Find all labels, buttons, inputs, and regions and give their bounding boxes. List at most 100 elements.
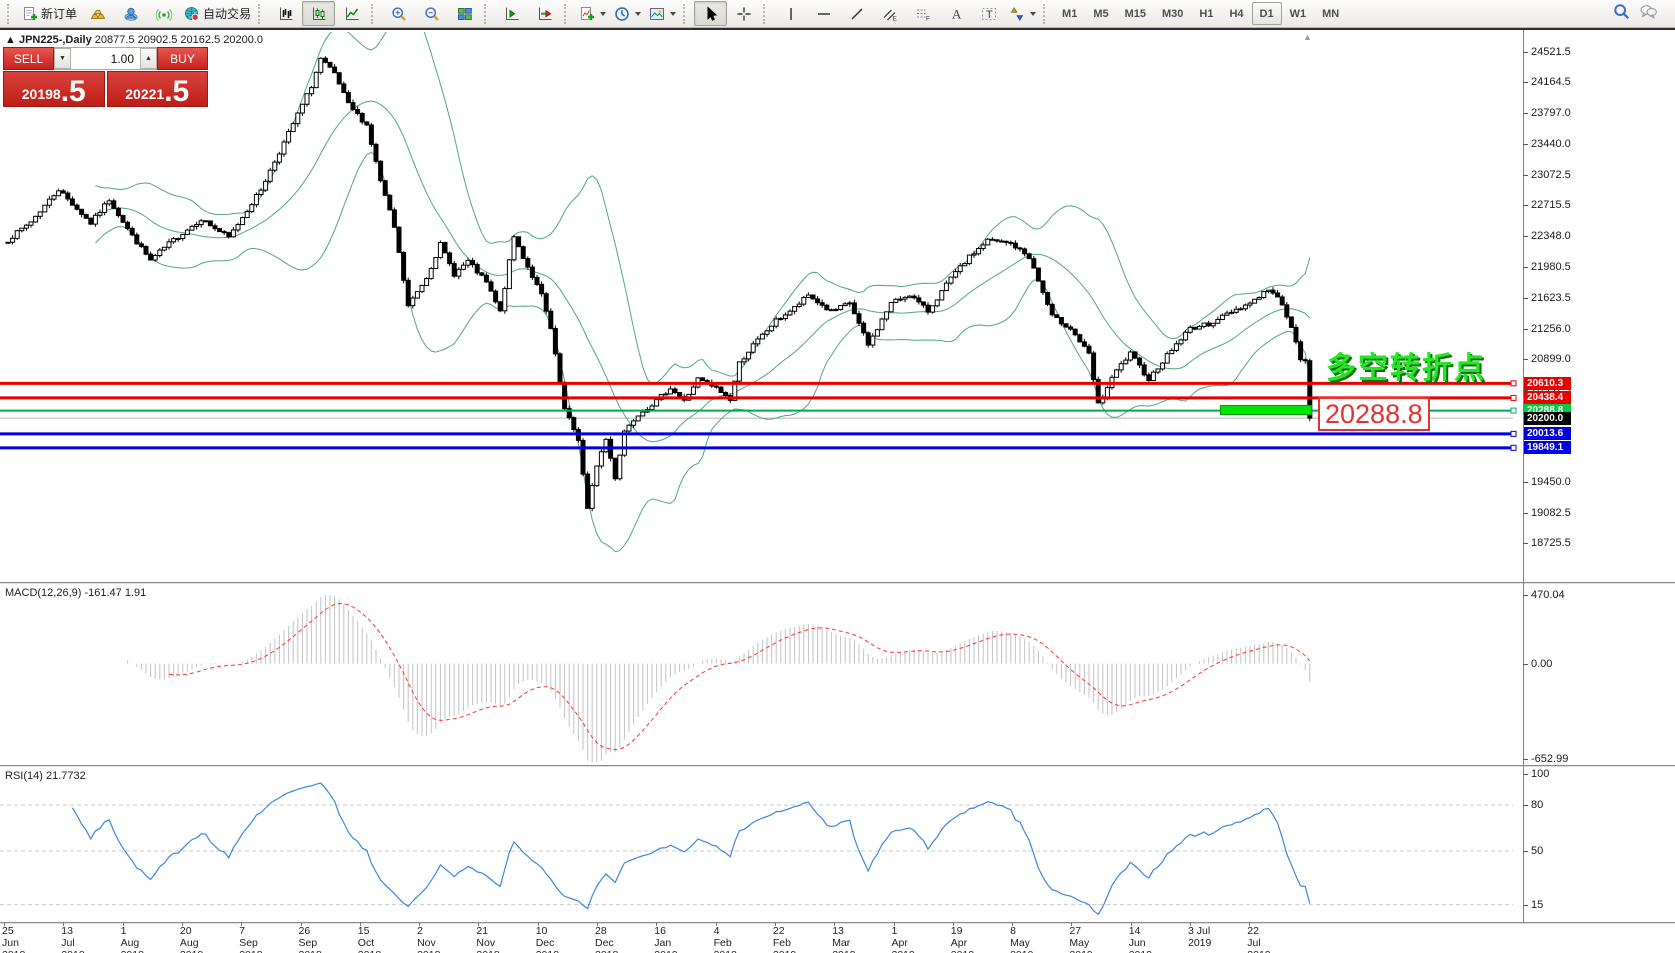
sell-price-frac: .5 bbox=[60, 74, 86, 108]
time-tick-label: 3 Jul 2019 bbox=[1188, 925, 1212, 949]
time-tick-label: 1 Aug 2018 bbox=[120, 925, 144, 953]
search-icon[interactable] bbox=[1613, 3, 1630, 25]
timeframe-d1-button[interactable]: D1 bbox=[1251, 2, 1282, 25]
price-tick-mark bbox=[1523, 204, 1528, 206]
arrows-dropdown-caret[interactable] bbox=[1030, 11, 1037, 16]
timeframe-m15-button[interactable]: M15 bbox=[1124, 7, 1146, 20]
autotrade-button[interactable]: 自动交易 bbox=[180, 1, 255, 26]
svg-text:A: A bbox=[952, 6, 962, 21]
toolbar-grip[interactable] bbox=[683, 3, 691, 24]
periods-button[interactable] bbox=[610, 1, 645, 26]
cursor-button[interactable] bbox=[694, 1, 728, 26]
signals-button[interactable] bbox=[147, 1, 180, 26]
timeframe-h4-button[interactable]: H4 bbox=[1229, 7, 1244, 20]
chart-bars-button[interactable] bbox=[269, 1, 302, 26]
chart-candles-button[interactable] bbox=[302, 1, 336, 26]
zoom-in-button[interactable] bbox=[382, 1, 415, 26]
time-tick-label: 19 Apr 2019 bbox=[950, 925, 974, 953]
periods-icon bbox=[614, 6, 630, 22]
buy-price-quote[interactable]: 20221 .5 bbox=[106, 71, 208, 107]
zoom-out-button[interactable] bbox=[415, 1, 448, 26]
level-highlight-rectangle[interactable] bbox=[1220, 405, 1312, 415]
auto-scroll-button[interactable] bbox=[528, 1, 561, 26]
toolbar-grip[interactable] bbox=[484, 3, 492, 24]
level-price-label[interactable]: 20288.8 bbox=[1318, 397, 1430, 431]
volume-input[interactable]: 1.00 bbox=[110, 51, 134, 66]
arrows-button[interactable] bbox=[1005, 1, 1040, 26]
rsi-tick-mark bbox=[1523, 774, 1528, 776]
arrows-icon bbox=[1009, 6, 1025, 22]
indicator-add-button[interactable] bbox=[575, 1, 610, 26]
toolbar-grip[interactable] bbox=[763, 3, 771, 24]
hline-button[interactable] bbox=[807, 1, 840, 26]
tiles-button[interactable] bbox=[448, 1, 481, 26]
template-icon bbox=[649, 6, 665, 22]
level-price-axis-label: 20438.4 bbox=[1524, 391, 1571, 405]
time-tick-mark bbox=[715, 922, 717, 926]
toolbar-grip[interactable] bbox=[371, 3, 379, 24]
level-price-axis-label: 20610.3 bbox=[1524, 376, 1571, 390]
time-tick-mark bbox=[4, 922, 5, 926]
svg-text:E: E bbox=[892, 15, 897, 22]
new-order-label: 新订单 bbox=[41, 7, 78, 21]
macd-panel-divider[interactable] bbox=[0, 582, 1675, 584]
price-tick-mark bbox=[1523, 82, 1528, 84]
template-dropdown-caret[interactable] bbox=[670, 11, 677, 16]
svg-text:F: F bbox=[926, 15, 930, 22]
time-tick-label: 8 May 2019 bbox=[1010, 925, 1033, 953]
price-tick-label: 24164.5 bbox=[1531, 76, 1571, 89]
label-button[interactable]: T bbox=[972, 1, 1005, 26]
main-chart-canvas[interactable] bbox=[0, 32, 1523, 582]
sell-button[interactable]: SELL bbox=[3, 47, 54, 70]
channel-button[interactable]: E bbox=[873, 1, 906, 26]
rsi-panel-divider[interactable] bbox=[0, 765, 1675, 767]
toolbar-grip[interactable] bbox=[7, 3, 15, 24]
chart-symbol-header: ▲ JPN225-,Daily 20877.5 20902.5 20162.5 … bbox=[5, 34, 263, 46]
volume-decrease-button[interactable]: ▼ bbox=[54, 48, 71, 69]
fibo-button[interactable]: F bbox=[906, 1, 939, 26]
volume-increase-button[interactable]: ▲ bbox=[140, 48, 157, 69]
macd-indicator-canvas[interactable] bbox=[0, 584, 1523, 765]
one-click-trade-panel: SELL ▼ 1.00 ▲ BUY 20198 .5 20221 .5 bbox=[3, 47, 208, 107]
chart-shift-button[interactable] bbox=[495, 1, 528, 26]
periods-dropdown-caret[interactable] bbox=[635, 11, 642, 16]
symbol-ohlc: 20877.5 20902.5 20162.5 20200.0 bbox=[94, 34, 263, 46]
buy-button[interactable]: BUY bbox=[157, 47, 208, 70]
rsi-indicator-canvas[interactable] bbox=[0, 767, 1523, 922]
toolbar-grip[interactable] bbox=[564, 3, 572, 24]
chart-line-button[interactable] bbox=[335, 1, 368, 26]
timeframe-m5-button[interactable]: M5 bbox=[1093, 7, 1109, 20]
time-tick-label: 4 Feb 2019 bbox=[713, 925, 737, 953]
new-order-icon bbox=[22, 6, 38, 22]
chat-icon[interactable] bbox=[1640, 3, 1657, 25]
chart-window[interactable]: ▲ JPN225-,Daily 20877.5 20902.5 20162.5 … bbox=[0, 28, 1675, 953]
vline-button[interactable] bbox=[774, 1, 807, 26]
rsi-tick-mark bbox=[1523, 904, 1528, 906]
timeframe-m1-button[interactable]: M1 bbox=[1062, 7, 1078, 20]
trendline-button[interactable] bbox=[840, 1, 873, 26]
toolbar-grip[interactable] bbox=[1043, 3, 1051, 24]
timeframe-w1-button[interactable]: W1 bbox=[1289, 7, 1307, 20]
timeframe-mn-button[interactable]: MN bbox=[1322, 7, 1340, 20]
crosshair-button[interactable] bbox=[727, 1, 760, 26]
turning-point-annotation[interactable]: 多空转折点 bbox=[1326, 352, 1486, 385]
time-tick-label: 15 Oct 2018 bbox=[357, 925, 381, 953]
gold-button[interactable] bbox=[81, 1, 114, 26]
timeframe-m30-button[interactable]: M30 bbox=[1162, 7, 1184, 20]
label-icon: T bbox=[981, 6, 997, 22]
sell-price-quote[interactable]: 20198 .5 bbox=[3, 71, 105, 107]
community-button[interactable] bbox=[114, 1, 147, 26]
autotrade-label: 自动交易 bbox=[203, 7, 252, 21]
time-tick-label: 22 Jul 2019 bbox=[1247, 925, 1270, 953]
zoom-in-icon bbox=[391, 6, 407, 22]
toolbar-right-icons bbox=[1613, 3, 1671, 25]
toolbar-grip[interactable] bbox=[258, 3, 266, 24]
signals-icon bbox=[155, 6, 172, 22]
indicator-add-dropdown-caret[interactable] bbox=[600, 11, 607, 16]
price-tick-mark bbox=[1523, 267, 1528, 269]
text-button[interactable]: A bbox=[939, 1, 972, 26]
template-button[interactable] bbox=[645, 1, 680, 26]
time-tick-mark bbox=[300, 922, 302, 926]
timeframe-h1-button[interactable]: H1 bbox=[1199, 7, 1214, 20]
new-order-button[interactable]: 新订单 bbox=[18, 1, 81, 26]
